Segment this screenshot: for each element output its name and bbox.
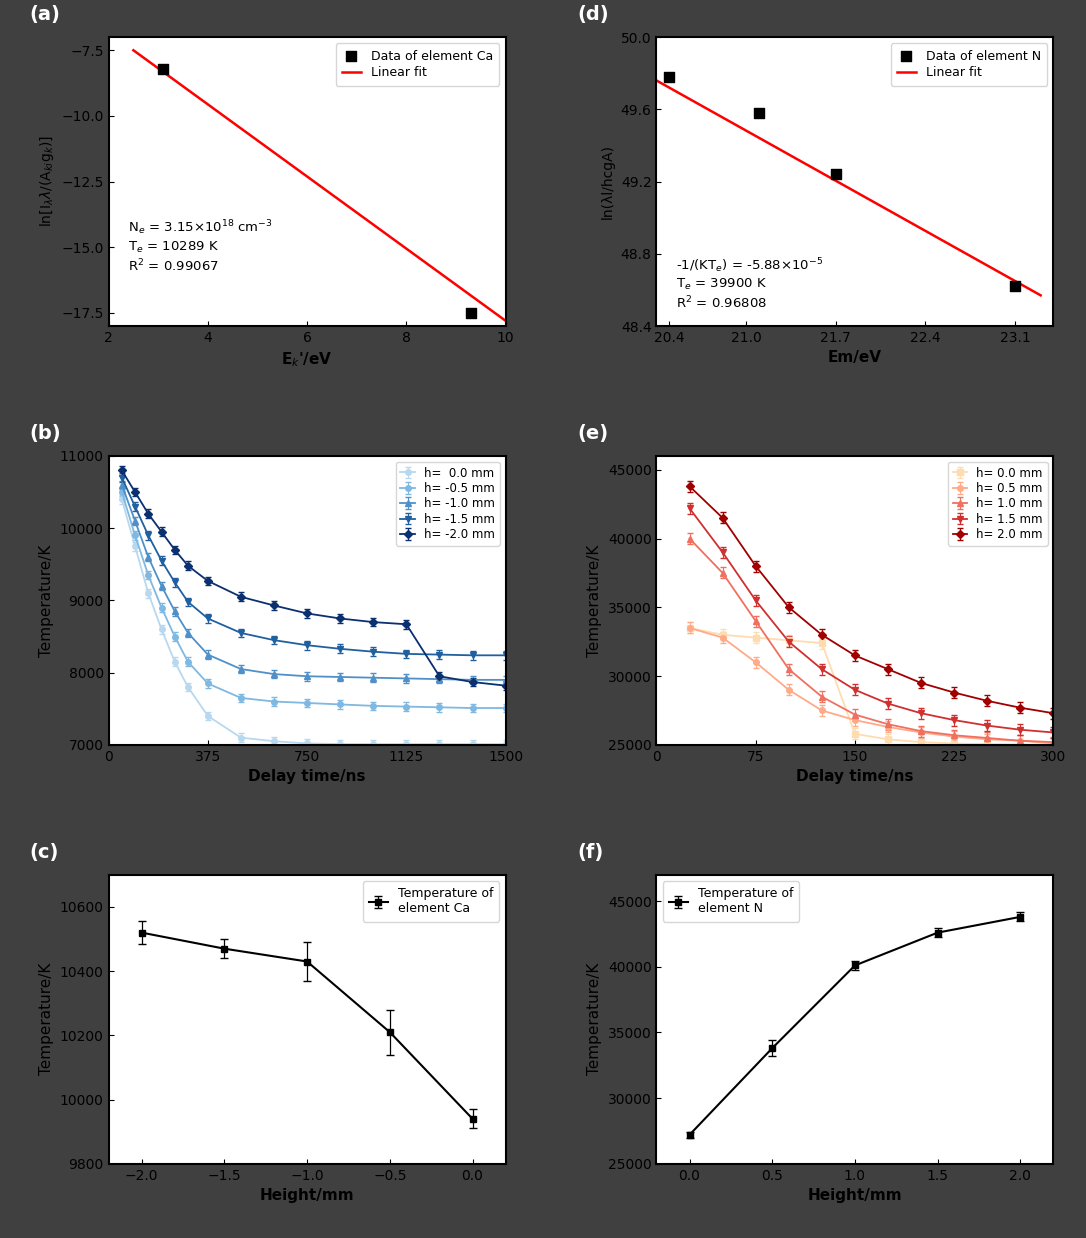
Y-axis label: Temperature/K: Temperature/K: [39, 545, 54, 656]
Text: (b): (b): [29, 423, 61, 443]
Text: (e): (e): [577, 423, 608, 443]
Text: (f): (f): [577, 843, 604, 862]
X-axis label: Em/eV: Em/eV: [828, 350, 882, 365]
Data of element N: [828, 165, 845, 184]
Legend: Data of element N, Linear fit: Data of element N, Linear fit: [891, 43, 1047, 85]
Y-axis label: Temperature/K: Temperature/K: [39, 963, 54, 1076]
X-axis label: Delay time/ns: Delay time/ns: [249, 769, 366, 785]
Data of element N: [660, 67, 678, 87]
Legend: h= 0.0 mm, h= 0.5 mm, h= 1.0 mm, h= 1.5 mm, h= 2.0 mm: h= 0.0 mm, h= 0.5 mm, h= 1.0 mm, h= 1.5 …: [948, 462, 1048, 546]
X-axis label: Delay time/ns: Delay time/ns: [796, 769, 913, 785]
Text: (c): (c): [29, 843, 59, 862]
Legend: Temperature of
element N: Temperature of element N: [662, 881, 799, 921]
Legend: Temperature of
element Ca: Temperature of element Ca: [363, 881, 500, 921]
Data of element Ca: [154, 58, 172, 78]
Legend: Data of element Ca, Linear fit: Data of element Ca, Linear fit: [336, 43, 500, 85]
Text: (d): (d): [577, 5, 608, 24]
Text: N$_e$ = 3.15×10$^{18}$ cm$^{-3}$
T$_e$ = 10289 K
R$^2$ = 0.99067: N$_e$ = 3.15×10$^{18}$ cm$^{-3}$ T$_e$ =…: [128, 219, 274, 274]
Data of element Ca: [463, 303, 480, 323]
Y-axis label: ln[I$_{\lambda}$$\lambda$/(A$_{ki}$g$_k$)]: ln[I$_{\lambda}$$\lambda$/(A$_{ki}$g$_k$…: [38, 136, 55, 228]
Text: (a): (a): [29, 5, 60, 24]
X-axis label: Height/mm: Height/mm: [260, 1188, 354, 1203]
X-axis label: E$_{k}$'/eV: E$_{k}$'/eV: [281, 350, 332, 369]
Y-axis label: Temperature/K: Temperature/K: [588, 963, 603, 1076]
Y-axis label: ln(λl/hcgA): ln(λl/hcgA): [602, 144, 615, 219]
Data of element N: [1007, 276, 1024, 296]
Data of element N: [750, 103, 768, 123]
Legend: h=  0.0 mm, h= -0.5 mm, h= -1.0 mm, h= -1.5 mm, h= -2.0 mm: h= 0.0 mm, h= -0.5 mm, h= -1.0 mm, h= -1…: [395, 462, 500, 546]
Y-axis label: Temperature/K: Temperature/K: [588, 545, 603, 656]
X-axis label: Height/mm: Height/mm: [808, 1188, 902, 1203]
Text: -1/(KT$_e$) = -5.88×10$^{-5}$
T$_e$ = 39900 K
R$^2$ = 0.96808: -1/(KT$_e$) = -5.88×10$^{-5}$ T$_e$ = 39…: [677, 256, 823, 312]
